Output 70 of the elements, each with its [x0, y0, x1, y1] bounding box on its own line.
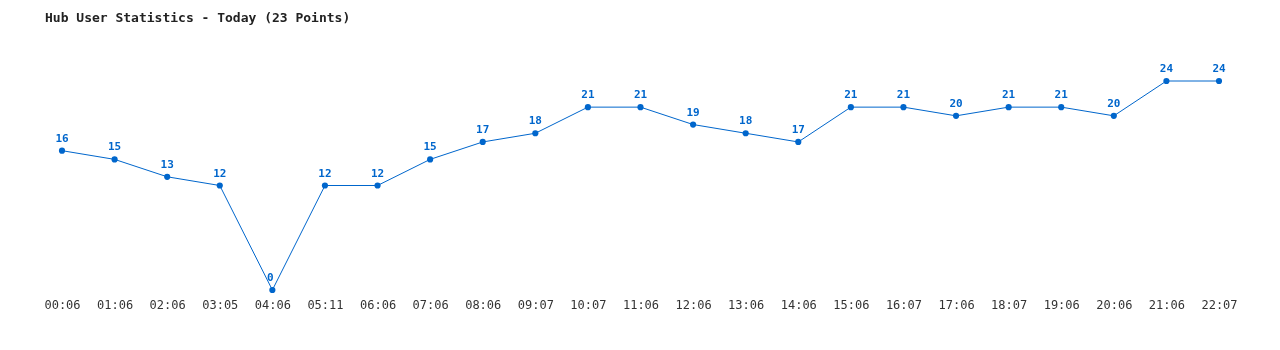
x-tick-label: 14:06: [780, 297, 817, 312]
data-label: 18: [528, 114, 542, 128]
data-label: 21: [633, 88, 648, 102]
data-label: 18: [739, 114, 753, 128]
x-tick-label: 20:06: [1096, 297, 1133, 312]
x-tick-label: 07:06: [412, 297, 449, 312]
point: [1163, 77, 1170, 85]
point: [374, 182, 381, 189]
data-label: 21: [581, 88, 595, 102]
data-label: 20: [949, 96, 963, 110]
data-label: 21: [844, 88, 858, 102]
data-label: 17: [476, 122, 490, 136]
data-label: 21: [1002, 88, 1016, 102]
point: [742, 130, 749, 137]
data-label: 24: [1159, 62, 1174, 75]
point: [584, 104, 591, 111]
point: [690, 121, 697, 128]
x-tick-label: 13:06: [728, 297, 765, 312]
point: [1005, 104, 1012, 111]
point: [1215, 77, 1223, 85]
data-label: 13: [160, 157, 174, 171]
point: [216, 182, 223, 189]
x-tick-label: 21:06: [1148, 297, 1185, 312]
point: [532, 130, 539, 137]
x-tick-label: 17:06: [938, 297, 975, 312]
data-label: 17: [791, 122, 805, 136]
x-tick-label: 08:06: [465, 297, 502, 312]
data-label: 15: [107, 140, 122, 154]
data-label: 0: [267, 271, 274, 284]
point: [321, 182, 329, 189]
point: [847, 104, 854, 111]
chart-title: Hub User Statistics - Today (23 Points): [45, 10, 351, 25]
data-label: 16: [55, 131, 69, 145]
data-label: 24: [1212, 62, 1226, 75]
point: [795, 138, 802, 146]
point: [58, 147, 66, 154]
x-tick-label: 06:06: [359, 297, 397, 312]
data-label: 12: [318, 166, 332, 180]
x-tick-label: 16:07: [885, 297, 923, 312]
x-tick-label: 01:06: [97, 297, 134, 312]
point: [637, 104, 644, 111]
point: [1110, 112, 1117, 119]
x-tick-label: 19:06: [1043, 297, 1080, 312]
x-tick-label: 00:06: [44, 297, 81, 312]
point: [479, 138, 486, 146]
data-label: 12: [370, 166, 385, 180]
x-tick-label: 05:11: [307, 297, 344, 312]
point: [427, 156, 434, 163]
x-tick-label: 09:07: [517, 297, 554, 312]
point: [900, 104, 907, 111]
data-label: 19: [686, 105, 700, 119]
data-label: 21: [1054, 88, 1069, 102]
x-tick-label: 10:07: [570, 297, 607, 312]
point: [111, 156, 118, 163]
data-label: 21: [896, 88, 911, 102]
x-tick-label: 22:07: [1201, 297, 1238, 312]
x-tick-label: 12:06: [675, 297, 712, 312]
data-label: 20: [1107, 96, 1121, 110]
x-tick-label: 02:06: [149, 297, 186, 312]
point: [164, 173, 171, 180]
point: [952, 112, 960, 119]
data-label: 15: [423, 140, 437, 154]
x-tick-label: 04:06: [254, 297, 291, 312]
x-tick-label: 03:05: [202, 297, 239, 312]
x-tick-label: 18:07: [991, 297, 1028, 312]
data-label: 12: [213, 166, 227, 180]
point: [1058, 104, 1065, 111]
x-tick-label: 11:06: [622, 297, 660, 312]
point: [269, 286, 276, 294]
x-tick-label: 15:06: [833, 297, 870, 312]
